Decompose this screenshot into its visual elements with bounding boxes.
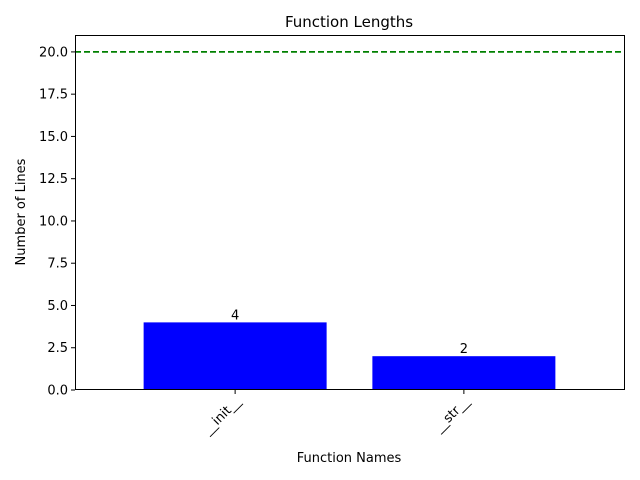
y-axis: 0.0 2.5 5.0 7.5 10.0 12.5 15.0 17.5 20.0 [39,45,75,399]
bar-str [372,356,556,390]
y-tick-label: 7.5 [47,257,68,272]
y-axis-label: Number of Lines [14,158,29,265]
y-tick-label: 2.5 [47,341,68,356]
y-tick-label: 12.5 [39,172,68,187]
x-axis-label: Function Names [297,451,402,466]
y-tick-label: 0.0 [47,384,68,399]
bar-data-label: 4 [231,308,239,323]
bar-data-label: 2 [460,342,468,357]
chart-title: Function Lengths [285,13,413,31]
y-tick-label: 15.0 [39,130,68,145]
y-tick-label: 17.5 [39,88,68,103]
data-labels-group: 42 [231,308,468,357]
y-tick-label: 5.0 [47,299,68,314]
plot-frame [75,35,625,390]
bars-group [143,322,556,390]
y-tick-label: 10.0 [39,214,68,229]
bar-init [143,322,327,390]
y-tick-label: 20.0 [39,45,68,60]
